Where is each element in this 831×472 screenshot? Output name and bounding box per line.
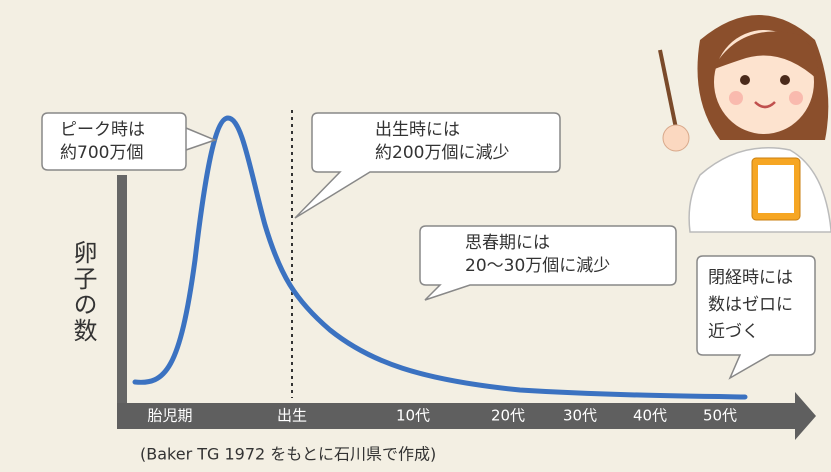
caption: (Baker TG 1972 をもとに石川県で作成) <box>140 445 436 464</box>
callout-text: 閉経時には <box>708 268 793 288</box>
callout-text: 思春期には <box>465 233 550 253</box>
callout-text: 数はゼロに <box>708 295 793 315</box>
x-axis-label: 10代 <box>396 407 430 425</box>
x-axis-label: 出生 <box>277 407 307 425</box>
callout-text: ピーク時は <box>60 120 145 140</box>
x-axis-label: 20代 <box>491 407 525 425</box>
callout-text: 20〜30万個に減少 <box>465 256 610 276</box>
y-axis <box>117 175 127 405</box>
callout-text: 出生時には <box>375 120 460 140</box>
callout-text: 約700万個 <box>60 143 143 163</box>
x-axis-label: 胎児期 <box>147 407 192 425</box>
callout-text: 近づく <box>708 322 759 342</box>
y-axis-label: 卵子の数 <box>69 240 97 344</box>
x-axis-label: 30代 <box>563 407 597 425</box>
callout-text: 約200万個に減少 <box>375 143 509 163</box>
x-axis-label: 50代 <box>703 407 737 425</box>
x-axis-label: 40代 <box>633 407 667 425</box>
figure: ピーク時は 約700万個 出生時には 約200万個に減少 思春期には 20〜30… <box>0 0 831 472</box>
